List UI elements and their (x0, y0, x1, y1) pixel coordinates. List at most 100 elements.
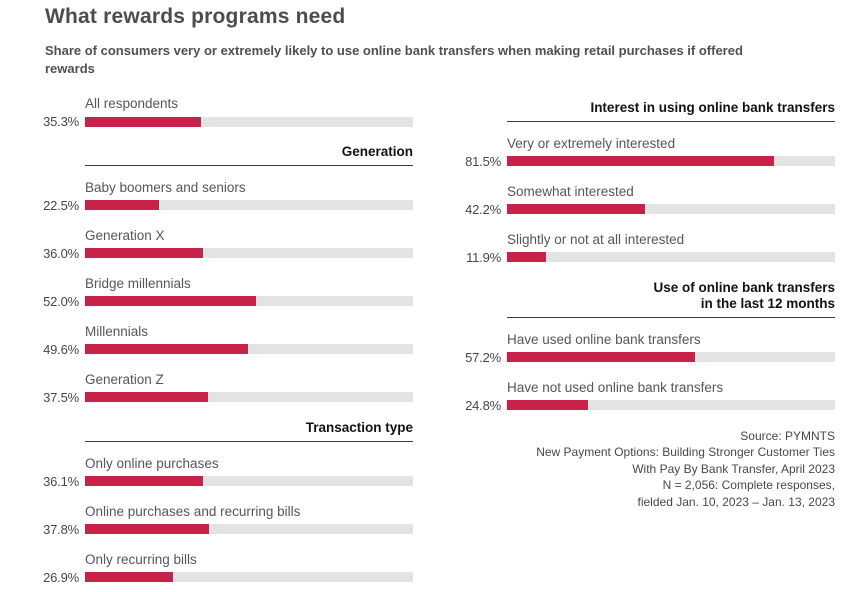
bar-line: 24.8% (455, 398, 835, 413)
bar-fill (507, 204, 646, 215)
bar-item-bridge-millennials: Bridge millennials 52.0% (33, 276, 413, 309)
bar-value: 36.1% (43, 473, 79, 489)
bar-track (85, 476, 413, 487)
bar-value: 52.0% (43, 293, 79, 309)
bar-line: 35.3% (33, 114, 413, 129)
source-line: N = 2,056: Complete responses, (662, 478, 835, 493)
bar-item-slightly-not-interested: Slightly or not at all interested 11.9% (455, 232, 835, 265)
bar-label: All respondents (85, 96, 179, 111)
bar-fill (85, 572, 174, 583)
bar-item-online-purchases-recurring-bills: Online purchases and recurring bills 37.… (33, 504, 413, 537)
bar-label: Bridge millennials (85, 275, 191, 291)
bar-line: 36.1% (33, 474, 413, 489)
bar-fill (85, 248, 204, 259)
bar-track (85, 344, 413, 355)
bar-line: 42.2% (455, 202, 835, 217)
bar-label: Generation X (85, 227, 165, 243)
bar-track (85, 572, 413, 583)
bar-label: Somewhat interested (507, 183, 634, 199)
bar-item-generation-z: Generation Z 37.5% (33, 372, 413, 405)
bar-value: 35.3% (43, 114, 79, 129)
bar-value: 37.5% (43, 389, 79, 405)
bar-value: 22.5% (43, 197, 79, 213)
bar-label: Slightly or not at all interested (507, 231, 685, 247)
bar-item-very-extremely-interested: Very or extremely interested 81.5% (455, 136, 835, 169)
bar-track (507, 252, 835, 263)
bar-label: Generation Z (85, 371, 164, 387)
bar-label: Baby boomers and seniors (85, 179, 246, 195)
bar-value: 37.8% (43, 521, 79, 537)
bar-line: 49.6% (33, 342, 413, 357)
source-note: Source: PYMNTS New Payment Options: Buil… (455, 428, 835, 511)
bar-fill (507, 252, 547, 263)
bar-fill (85, 476, 204, 487)
source-line: Source: PYMNTS (740, 428, 835, 443)
bar-fill (85, 392, 208, 403)
bar-track (85, 248, 413, 259)
page-subtitle: Share of consumers very or extremely lik… (45, 43, 743, 77)
bar-track (507, 352, 835, 363)
bar-fill (85, 296, 256, 307)
bar-line: 11.9% (455, 250, 835, 265)
right-column: Interest in using online bank transfers … (455, 96, 835, 592)
bar-track (85, 524, 413, 535)
bar-line: 22.5% (33, 198, 413, 213)
bar-value: 57.2% (465, 349, 501, 365)
bar-item-baby-boomers: Baby boomers and seniors 22.5% (33, 180, 413, 213)
source-line: With Pay By Bank Transfer, April 2023 (632, 461, 835, 476)
bar-label: Millennials (85, 323, 149, 339)
section-header-use-last-12-months: Use of online bank transfers in the last… (507, 280, 835, 318)
bar-line: 57.2% (455, 350, 835, 365)
bar-track (85, 116, 413, 127)
bar-label: Very or extremely interested (507, 135, 676, 151)
bar-item-only-online-purchases: Only online purchases 36.1% (33, 456, 413, 489)
bar-fill (507, 156, 775, 167)
bar-line: 52.0% (33, 294, 413, 309)
bar-fill (85, 524, 209, 535)
bar-label: Only recurring bills (85, 551, 197, 567)
bar-fill (507, 400, 589, 411)
bar-label: Have used online bank transfers (507, 331, 701, 347)
bar-label: Online purchases and recurring bills (85, 503, 301, 519)
page-title: What rewards programs need (45, 5, 346, 28)
bar-fill (85, 200, 159, 211)
bar-item-millennials: Millennials 49.6% (33, 324, 413, 357)
bar-fill (85, 116, 201, 127)
bar-line: 37.5% (33, 390, 413, 405)
source-line: fielded Jan. 10, 2023 – Jan. 13, 2023 (637, 494, 836, 509)
bar-item-have-used: Have used online bank transfers 57.2% (455, 332, 835, 365)
bar-value: 49.6% (43, 341, 79, 357)
bar-value: 26.9% (43, 569, 79, 585)
bar-track (507, 400, 835, 411)
bar-item-somewhat-interested: Somewhat interested 42.2% (455, 184, 835, 217)
bar-label: Have not used online bank transfers (507, 379, 724, 395)
bar-fill (507, 352, 695, 363)
bar-track (507, 204, 835, 215)
bar-line: 37.8% (33, 522, 413, 537)
bar-item-all-respondents: All respondents 35.3% (33, 96, 413, 129)
bar-line: 36.0% (33, 246, 413, 261)
bar-track (85, 296, 413, 307)
bar-value: 42.2% (465, 201, 501, 217)
bar-label: Only online purchases (85, 455, 219, 471)
bar-item-generation-x: Generation X 36.0% (33, 228, 413, 261)
section-header-interest: Interest in using online bank transfers (507, 100, 835, 122)
bar-track (507, 156, 835, 167)
bar-value: 24.8% (465, 397, 501, 413)
bar-item-only-recurring-bills: Only recurring bills 26.9% (33, 552, 413, 585)
source-line: New Payment Options: Building Stronger C… (536, 445, 835, 460)
bar-fill (85, 344, 248, 355)
bar-value: 36.0% (43, 245, 79, 261)
section-header-transaction-type: Transaction type (85, 420, 413, 442)
bar-item-have-not-used: Have not used online bank transfers 24.8… (455, 380, 835, 413)
bar-track (85, 200, 413, 211)
bar-line: 26.9% (33, 570, 413, 585)
bar-track (85, 392, 413, 403)
chart-columns: All respondents 35.3% Generation Baby bo… (33, 96, 835, 592)
bar-value: 81.5% (465, 153, 501, 169)
section-header-generation: Generation (85, 144, 413, 166)
bar-line: 81.5% (455, 154, 835, 169)
bar-value: 11.9% (466, 249, 501, 265)
left-column: All respondents 35.3% Generation Baby bo… (33, 96, 413, 592)
